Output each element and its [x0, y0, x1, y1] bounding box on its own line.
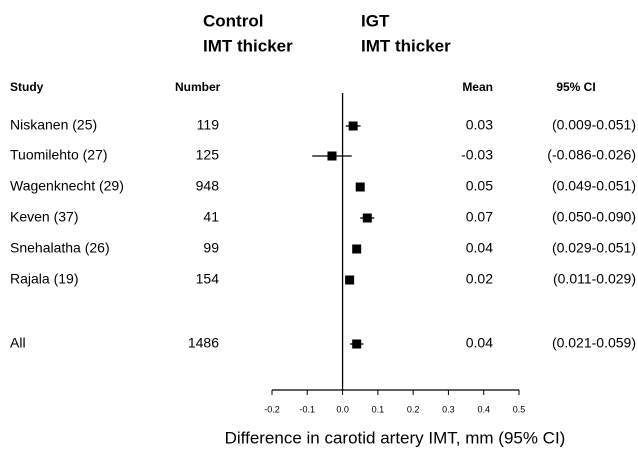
x-tick-label: 0.1 — [372, 404, 385, 414]
x-tick-label: 0.3 — [442, 404, 455, 414]
study-label: Tuomilehto (27) — [10, 147, 108, 163]
number-label: 99 — [203, 240, 219, 256]
number-label: 1486 — [188, 335, 219, 351]
ci-label: (0.049-0.051) — [552, 178, 636, 194]
x-tick-label: 0.2 — [407, 404, 420, 414]
mean-label: -0.03 — [461, 147, 493, 163]
study-label: Keven (37) — [10, 209, 78, 225]
mean-marker — [352, 244, 362, 254]
header-right: IGT — [361, 11, 390, 30]
ci-label: (0.011-0.029) — [553, 271, 636, 287]
header-right: IMT thicker — [361, 36, 451, 55]
ci-label: (0.009-0.051) — [552, 117, 636, 133]
mean-marker — [352, 339, 362, 349]
mean-marker — [362, 213, 372, 223]
mean-marker — [345, 275, 355, 285]
ci-label: (0.029-0.051) — [552, 240, 636, 256]
mean-marker — [355, 182, 365, 192]
number-label: 119 — [197, 117, 220, 133]
x-tick-label: -0.2 — [264, 404, 280, 414]
study-label: All — [10, 335, 26, 351]
study-label: Snehalatha (26) — [10, 240, 110, 256]
ci-label: (0.021-0.059) — [552, 335, 636, 351]
x-axis-label: Difference in carotid artery IMT, mm (95… — [225, 428, 566, 447]
mean-label: 0.05 — [466, 178, 493, 194]
ci-label: (0.050-0.090) — [552, 209, 636, 225]
x-tick-label: 0.4 — [477, 404, 490, 414]
column-header: Number — [175, 80, 221, 94]
column-header: Mean — [462, 80, 493, 94]
mean-label: 0.02 — [466, 271, 493, 287]
x-tick-label: -0.1 — [300, 404, 316, 414]
mean-marker — [327, 151, 337, 161]
header-left: Control — [203, 11, 263, 30]
study-label: Niskanen (25) — [10, 117, 97, 133]
mean-marker — [348, 121, 358, 131]
number-label: 948 — [196, 178, 220, 194]
study-label: Wagenknecht (29) — [10, 178, 124, 194]
study-label: Rajala (19) — [10, 271, 78, 287]
column-header: 95% CI — [556, 80, 595, 94]
number-label: 41 — [203, 209, 219, 225]
mean-label: 0.03 — [466, 117, 493, 133]
column-header: Study — [10, 80, 44, 94]
ci-label: (-0.086-0.026) — [547, 147, 636, 163]
mean-label: 0.04 — [466, 240, 493, 256]
mean-label: 0.04 — [466, 335, 493, 351]
x-tick-label: 0.5 — [513, 404, 526, 414]
number-label: 125 — [196, 147, 220, 163]
mean-label: 0.07 — [466, 209, 493, 225]
number-label: 154 — [196, 271, 220, 287]
header-left: IMT thicker — [203, 36, 293, 55]
x-tick-label: 0.0 — [336, 404, 349, 414]
